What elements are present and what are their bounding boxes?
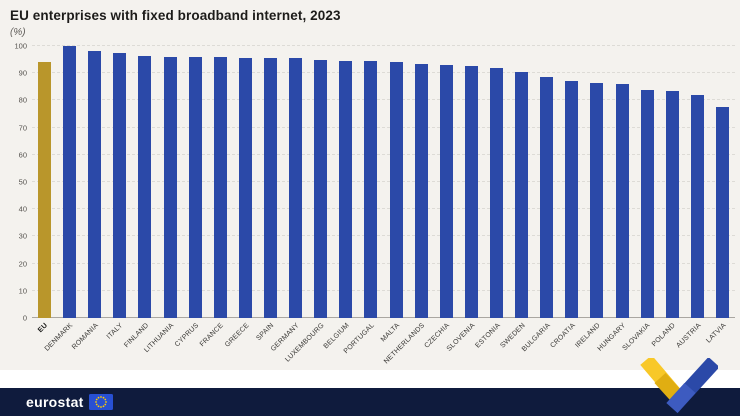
y-tick-label: 10 <box>18 286 27 296</box>
bar-slot <box>208 46 233 318</box>
gridline <box>32 153 735 155</box>
bar-slot <box>32 46 57 318</box>
bar-slot <box>584 46 609 318</box>
y-tick-label: 50 <box>18 177 27 187</box>
bar-slot <box>57 46 82 318</box>
bar-slot <box>409 46 434 318</box>
x-tick-label: SPAIN <box>255 322 276 343</box>
plot-area <box>32 45 735 318</box>
y-tick-label: 80 <box>18 95 27 105</box>
bar-slot <box>358 46 383 318</box>
bar-slot <box>610 46 635 318</box>
gridline <box>32 181 735 182</box>
bar-romania[interactable] <box>88 51 102 318</box>
y-tick-label: 90 <box>18 68 27 78</box>
gridline <box>32 99 735 101</box>
bar-netherlands[interactable] <box>414 63 428 318</box>
bar-slot <box>384 46 409 318</box>
y-axis: 0 10 20 30 40 50 60 70 80 90 100 <box>6 42 32 323</box>
bar-denmark[interactable] <box>63 46 77 318</box>
x-tick-label: ITALY <box>106 322 125 341</box>
eurostat-swoosh-graphic <box>640 358 718 414</box>
bar-slot <box>233 46 258 318</box>
bar-slot <box>534 46 559 318</box>
bar-greece[interactable] <box>238 58 252 318</box>
bar-portugal[interactable] <box>364 60 378 318</box>
bar-lithuania[interactable] <box>163 56 177 318</box>
bar-slot <box>484 46 509 318</box>
bar-sweden[interactable] <box>515 71 529 318</box>
bar-slot <box>660 46 685 318</box>
gridline <box>32 235 735 237</box>
bar-slot <box>635 46 660 318</box>
bar-belgium[interactable] <box>339 60 353 318</box>
bar-slot <box>283 46 308 318</box>
bar-cyprus[interactable] <box>188 56 202 318</box>
bar-luxembourg[interactable] <box>314 59 328 318</box>
footer-white-strip <box>0 370 740 388</box>
bar-spain[interactable] <box>264 58 278 318</box>
bar-slot <box>158 46 183 318</box>
bar-ireland[interactable] <box>590 82 604 318</box>
bar-slot <box>82 46 107 318</box>
y-tick-label: 70 <box>18 123 27 133</box>
bars-row <box>32 46 735 318</box>
bar-slot <box>132 46 157 318</box>
bar-slot <box>459 46 484 318</box>
chart-subtitle: (%) <box>10 27 26 38</box>
x-label-slot: PORTUGAL <box>343 318 383 370</box>
bar-slot <box>685 46 710 318</box>
gridline <box>32 262 735 264</box>
eu-flag-icon <box>88 394 113 410</box>
bar-slot <box>710 46 735 318</box>
bar-austria[interactable] <box>690 94 704 318</box>
bar-malta[interactable] <box>389 62 403 318</box>
bar-slot <box>333 46 358 318</box>
x-tick-label: EU <box>37 322 50 335</box>
bar-estonia[interactable] <box>490 67 504 318</box>
bar-slot <box>258 46 283 318</box>
bar-bulgaria[interactable] <box>540 77 554 318</box>
bar-slovakia[interactable] <box>640 89 654 318</box>
bar-italy[interactable] <box>113 52 127 318</box>
gridline <box>32 208 735 210</box>
gridline <box>32 289 735 291</box>
bar-slot <box>434 46 459 318</box>
y-tick-label: 100 <box>14 41 27 51</box>
bar-slot <box>559 46 584 318</box>
bar-poland[interactable] <box>665 90 679 318</box>
chart-title: EU enterprises with fixed broadband inte… <box>10 8 341 23</box>
bar-france[interactable] <box>213 56 227 318</box>
bar-hungary[interactable] <box>615 84 629 318</box>
bar-eu[interactable] <box>38 62 52 318</box>
bar-germany[interactable] <box>289 58 303 318</box>
bar-chart: 0 10 20 30 40 50 60 70 80 90 100 EU DENMARK ROMANIA I… <box>6 42 735 370</box>
x-tick-label: MALTA <box>379 322 402 344</box>
bar-czechia[interactable] <box>439 65 453 318</box>
y-tick-label: 60 <box>18 150 27 160</box>
x-label-slot: GREECE <box>224 318 258 370</box>
y-tick-label: 40 <box>18 204 27 214</box>
chart-header: EU enterprises with fixed broadband inte… <box>10 8 341 38</box>
axis-corner-spacer <box>6 318 32 370</box>
bar-slot <box>183 46 208 318</box>
bar-finland[interactable] <box>138 55 152 318</box>
x-label-slot: ROMANIA <box>71 318 107 370</box>
y-tick-label: 20 <box>18 259 27 269</box>
eurostat-logo[interactable]: eurostat <box>26 394 84 410</box>
gridline <box>32 45 735 46</box>
gridline <box>32 126 735 128</box>
x-axis-baseline <box>32 317 735 318</box>
bar-slot <box>308 46 333 318</box>
y-tick-label: 0 <box>22 313 27 323</box>
bar-slovenia[interactable] <box>464 66 478 318</box>
bar-croatia[interactable] <box>565 81 579 318</box>
footer-bar: eurostat <box>0 388 740 416</box>
bar-slot <box>509 46 534 318</box>
bar-slot <box>107 46 132 318</box>
gridline <box>32 72 735 74</box>
bar-latvia[interactable] <box>716 107 729 318</box>
y-tick-label: 30 <box>18 231 27 241</box>
